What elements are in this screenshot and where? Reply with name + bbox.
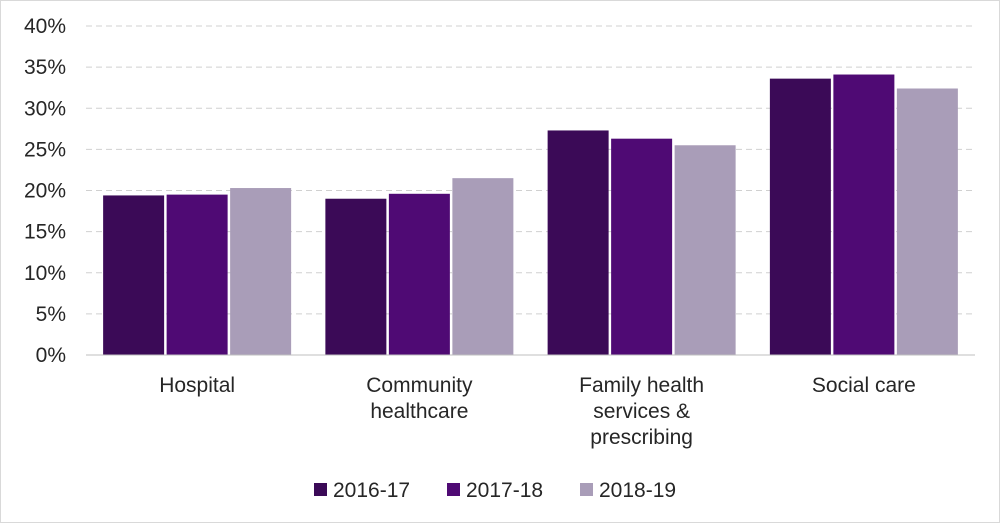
bar-2016-17-2 (547, 130, 609, 355)
legend: 2016-17 2017-18 2018-19 (314, 479, 676, 502)
legend-swatch (447, 483, 460, 496)
legend-label: 2016-17 (333, 479, 410, 502)
y-tick-label: 35% (24, 56, 66, 79)
legend-swatch (580, 483, 593, 496)
category-label: Hospital (159, 374, 235, 397)
bar-2016-17-1 (325, 198, 387, 355)
legend-swatch (314, 483, 327, 496)
y-tick-label: 15% (24, 221, 66, 244)
bar-2017-18-1 (388, 193, 450, 355)
bar-2017-18-3 (833, 74, 895, 355)
y-tick-label: 40% (24, 15, 66, 38)
bar-2017-18-2 (611, 138, 673, 355)
bar-2018-19-3 (896, 88, 958, 355)
category-label: Community healthcare (366, 374, 473, 423)
bar-2018-19-2 (674, 145, 736, 355)
legend-label: 2017-18 (466, 479, 543, 502)
y-axis-tick-labels: 0% 5% 10% 15% 20% 25% 30% 35% 40% (24, 15, 66, 367)
bar-2017-18-0 (166, 194, 228, 355)
y-tick-label: 0% (36, 344, 66, 367)
bar-2016-17-0 (103, 195, 165, 355)
y-tick-label: 30% (24, 97, 66, 120)
y-tick-label: 10% (24, 262, 66, 285)
category-label: Family health services & prescribing (579, 374, 704, 449)
bar-2016-17-3 (769, 78, 831, 355)
category-labels: Hospital Community healthcare Family health… (159, 374, 916, 449)
bar-2018-19-0 (230, 188, 292, 355)
y-tick-label: 5% (36, 303, 66, 326)
category-label: Social care (812, 374, 916, 397)
y-tick-label: 20% (24, 180, 66, 203)
bar-2018-19-1 (452, 178, 514, 355)
y-tick-label: 25% (24, 138, 66, 161)
legend-label: 2018-19 (599, 479, 676, 502)
bars (103, 74, 958, 355)
